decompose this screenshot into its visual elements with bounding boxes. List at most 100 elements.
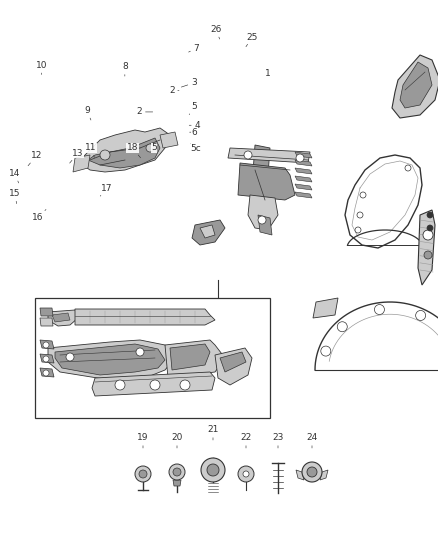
Polygon shape	[75, 309, 215, 325]
Circle shape	[169, 464, 185, 480]
Circle shape	[243, 471, 249, 477]
Text: 8: 8	[122, 62, 128, 76]
Text: 14: 14	[9, 169, 21, 183]
Polygon shape	[313, 298, 338, 318]
Circle shape	[201, 458, 225, 482]
Circle shape	[296, 154, 304, 162]
Text: 26: 26	[210, 25, 222, 39]
Polygon shape	[228, 148, 310, 163]
Circle shape	[150, 380, 160, 390]
Circle shape	[374, 304, 385, 314]
Circle shape	[100, 150, 110, 160]
Polygon shape	[80, 128, 170, 172]
Text: 15: 15	[9, 189, 21, 204]
Bar	[35, 298, 270, 418]
Circle shape	[115, 380, 125, 390]
Text: 1: 1	[265, 69, 271, 78]
Circle shape	[139, 470, 147, 478]
Text: 5: 5	[151, 143, 157, 152]
Polygon shape	[40, 308, 53, 316]
Polygon shape	[258, 215, 272, 235]
Text: 23: 23	[272, 433, 284, 448]
Polygon shape	[220, 352, 246, 372]
Polygon shape	[48, 310, 78, 326]
Text: 5: 5	[189, 102, 197, 115]
Circle shape	[405, 165, 411, 171]
Circle shape	[180, 380, 190, 390]
Circle shape	[258, 216, 266, 224]
Text: 16: 16	[32, 209, 46, 222]
Text: 2: 2	[169, 86, 179, 95]
Text: 9: 9	[84, 106, 91, 120]
Text: 25: 25	[246, 33, 258, 47]
Circle shape	[427, 212, 433, 218]
Circle shape	[355, 227, 361, 233]
Text: 20: 20	[171, 433, 183, 448]
Polygon shape	[320, 470, 328, 480]
Text: 17: 17	[100, 184, 112, 196]
Text: 12: 12	[28, 151, 42, 166]
Polygon shape	[215, 348, 252, 385]
Circle shape	[244, 151, 252, 159]
Polygon shape	[248, 195, 278, 230]
Polygon shape	[48, 340, 175, 380]
Polygon shape	[295, 184, 312, 190]
Circle shape	[238, 466, 254, 482]
Polygon shape	[55, 344, 165, 375]
Polygon shape	[295, 176, 312, 182]
Circle shape	[66, 353, 74, 361]
Circle shape	[207, 464, 219, 476]
Circle shape	[427, 225, 433, 231]
Polygon shape	[40, 318, 53, 326]
Polygon shape	[295, 160, 312, 166]
Circle shape	[307, 467, 317, 477]
Polygon shape	[295, 192, 312, 198]
Text: 6: 6	[190, 128, 198, 136]
Circle shape	[337, 322, 347, 332]
Circle shape	[302, 462, 322, 482]
Text: 7: 7	[189, 44, 199, 53]
Polygon shape	[238, 163, 295, 200]
Circle shape	[43, 342, 49, 348]
Text: 22: 22	[240, 433, 251, 448]
Polygon shape	[345, 155, 422, 248]
Text: 21: 21	[207, 425, 219, 440]
Polygon shape	[400, 62, 432, 108]
Circle shape	[173, 468, 181, 476]
Polygon shape	[165, 340, 225, 378]
Circle shape	[43, 356, 49, 362]
Circle shape	[43, 370, 49, 376]
Polygon shape	[418, 210, 435, 285]
Circle shape	[360, 192, 366, 198]
Polygon shape	[296, 470, 304, 480]
Polygon shape	[253, 145, 270, 175]
Text: 19: 19	[137, 433, 149, 448]
Polygon shape	[73, 155, 90, 172]
Text: 4: 4	[189, 121, 200, 130]
Polygon shape	[200, 225, 215, 238]
Polygon shape	[88, 138, 160, 168]
Circle shape	[321, 346, 331, 356]
Polygon shape	[40, 368, 54, 377]
Text: 18: 18	[127, 143, 141, 158]
Circle shape	[416, 310, 426, 320]
Polygon shape	[40, 340, 54, 349]
Polygon shape	[295, 152, 312, 158]
Polygon shape	[173, 480, 181, 486]
Polygon shape	[192, 220, 225, 245]
Polygon shape	[240, 467, 252, 481]
Circle shape	[135, 466, 151, 482]
Text: 2: 2	[137, 108, 153, 116]
Text: 24: 24	[306, 433, 318, 448]
Circle shape	[423, 230, 433, 240]
Text: 13: 13	[70, 149, 84, 163]
Polygon shape	[52, 313, 70, 322]
Circle shape	[424, 251, 432, 259]
Polygon shape	[40, 354, 54, 363]
Polygon shape	[160, 132, 178, 148]
Text: 3: 3	[181, 78, 197, 87]
Polygon shape	[92, 372, 215, 396]
Circle shape	[146, 144, 154, 152]
Circle shape	[136, 348, 144, 356]
Polygon shape	[170, 344, 210, 370]
